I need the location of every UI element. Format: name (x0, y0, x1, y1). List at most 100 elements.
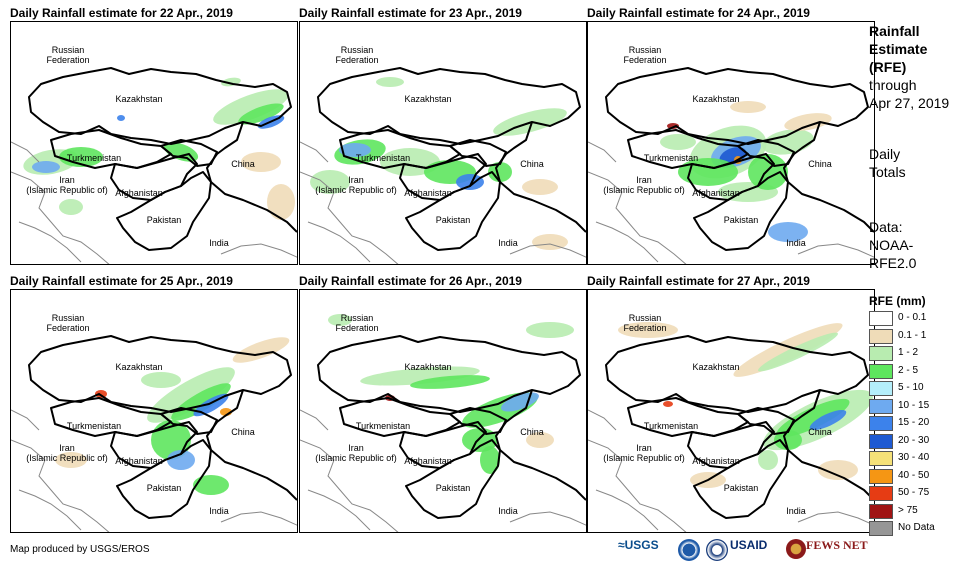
country-label-iran: Iran (Islamic Republic of) (26, 175, 108, 195)
country-label-china: China (808, 427, 832, 437)
country-label-iran: Iran (Islamic Republic of) (315, 175, 397, 195)
panel-title: Daily Rainfall estimate for 26 Apr., 201… (299, 274, 522, 288)
country-border (783, 389, 874, 501)
rainfall-area (522, 179, 558, 195)
country-label-china: China (520, 427, 544, 437)
coastline (11, 439, 110, 532)
legend-swatch (869, 433, 893, 449)
country-label-india: India (498, 238, 518, 248)
country-label-russia: Russian Federation (623, 45, 667, 65)
side-through-date: Apr 27, 2019 (869, 95, 950, 111)
country-border (116, 171, 212, 251)
country-label-turkmenistan: Turkmenistan (355, 153, 411, 163)
map-canvas (588, 322, 874, 532)
legend-label: 40 - 50 (898, 469, 930, 481)
rainfall-area (488, 162, 512, 182)
country-border (339, 397, 461, 437)
country-label-india: India (209, 238, 229, 248)
legend-swatch (869, 311, 893, 326)
side-title: Rainfall Estimate (RFE) through Apr 27, … (869, 22, 949, 112)
legend-swatch (869, 521, 893, 536)
side-daily-totals: Daily Totals (869, 145, 906, 181)
country-border (110, 421, 198, 469)
rainfall-area (532, 234, 568, 250)
country-label-pakistan: Pakistan (146, 215, 182, 225)
noaa-logo-icon (678, 539, 700, 561)
rainfall-area (163, 142, 199, 162)
legend-label: 50 - 75 (898, 487, 930, 498)
country-border (605, 335, 869, 413)
country-border (399, 421, 487, 469)
rainfall-area (171, 383, 231, 421)
country-label-kazakhstan: Kazakhstan (404, 362, 452, 372)
rainfall-area (376, 77, 404, 87)
coastline (11, 409, 40, 431)
side-title-line-1: Rainfall (869, 23, 920, 39)
rainfall-area (480, 446, 500, 474)
country-label-india: India (786, 506, 806, 516)
coastline (300, 171, 399, 264)
side-data-line-2: NOAA- (869, 237, 914, 253)
rainfall-area (730, 101, 766, 113)
country-label-afghanistan: Afghanistan (692, 188, 740, 198)
coastline (588, 171, 687, 264)
country-border (339, 129, 461, 169)
map-canvas (11, 67, 297, 264)
rainfall-map: Russian Federation Kazakhstan Turkmenistan I… (587, 289, 875, 533)
rainfall-area (456, 174, 484, 190)
fews-net-seal-icon (786, 539, 806, 559)
rainfall-area (310, 170, 350, 194)
country-label-turkmenistan: Turkmenistan (66, 153, 122, 163)
rainfall-area (59, 199, 83, 215)
coastline (220, 243, 297, 258)
country-border (50, 129, 172, 169)
coastline (18, 489, 82, 531)
legend-swatch (869, 451, 893, 466)
rainfall-area (339, 143, 371, 157)
rainfall-area (147, 367, 235, 423)
country-label-afghanistan: Afghanistan (692, 456, 740, 466)
country-label-india: India (209, 506, 229, 516)
country-label-turkmenistan: Turkmenistan (643, 421, 699, 431)
country-border (317, 335, 581, 413)
country-border (317, 67, 581, 145)
map-credit: Map produced by USGS/EROS (10, 544, 150, 555)
country-border (687, 421, 775, 469)
country-border (687, 153, 775, 201)
rainfall-area (410, 375, 490, 389)
rainfall-area (167, 450, 195, 470)
country-border (627, 129, 749, 169)
country-label-india: India (498, 506, 518, 516)
rainfall-map: Russian Federation Kazakhstan Turkmenistan I… (299, 289, 587, 533)
country-label-kazakhstan: Kazakhstan (115, 94, 163, 104)
fews-net-logo: FEWS NET (806, 538, 868, 552)
country-label-afghanistan: Afghanistan (404, 456, 452, 466)
usaid-seal-icon (706, 539, 728, 561)
rainfall-panel: Daily Rainfall estimate for 22 Apr., 201… (10, 6, 298, 266)
legend-label: 0.1 - 1 (898, 329, 927, 341)
panel-title: Daily Rainfall estimate for 23 Apr., 201… (299, 6, 522, 20)
coastline (588, 141, 617, 163)
country-label-russia: Russian Federation (46, 313, 90, 333)
country-border (206, 389, 297, 501)
rainfall-area (667, 123, 679, 129)
country-border (605, 67, 869, 145)
country-border (28, 335, 292, 413)
country-border (405, 171, 501, 251)
coastline (300, 409, 329, 431)
coastline (18, 221, 82, 263)
coastline (307, 489, 371, 531)
country-border (50, 397, 172, 437)
side-data-line-1: Data: (869, 219, 903, 235)
country-label-turkmenistan: Turkmenistan (643, 153, 699, 163)
map-canvas (300, 67, 586, 264)
usgs-logo: ≈USGS (618, 538, 659, 552)
rainfall-area (818, 460, 858, 480)
rainfall-area (758, 450, 778, 470)
legend-label: 20 - 30 (898, 434, 930, 446)
rainfall-area (774, 430, 802, 450)
map-canvas (588, 67, 874, 264)
country-label-pakistan: Pakistan (435, 215, 471, 225)
rainfall-map: Russian Federation Kazakhstan Turkmenistan I… (10, 289, 298, 533)
country-label-russia: Russian Federation (335, 313, 379, 333)
